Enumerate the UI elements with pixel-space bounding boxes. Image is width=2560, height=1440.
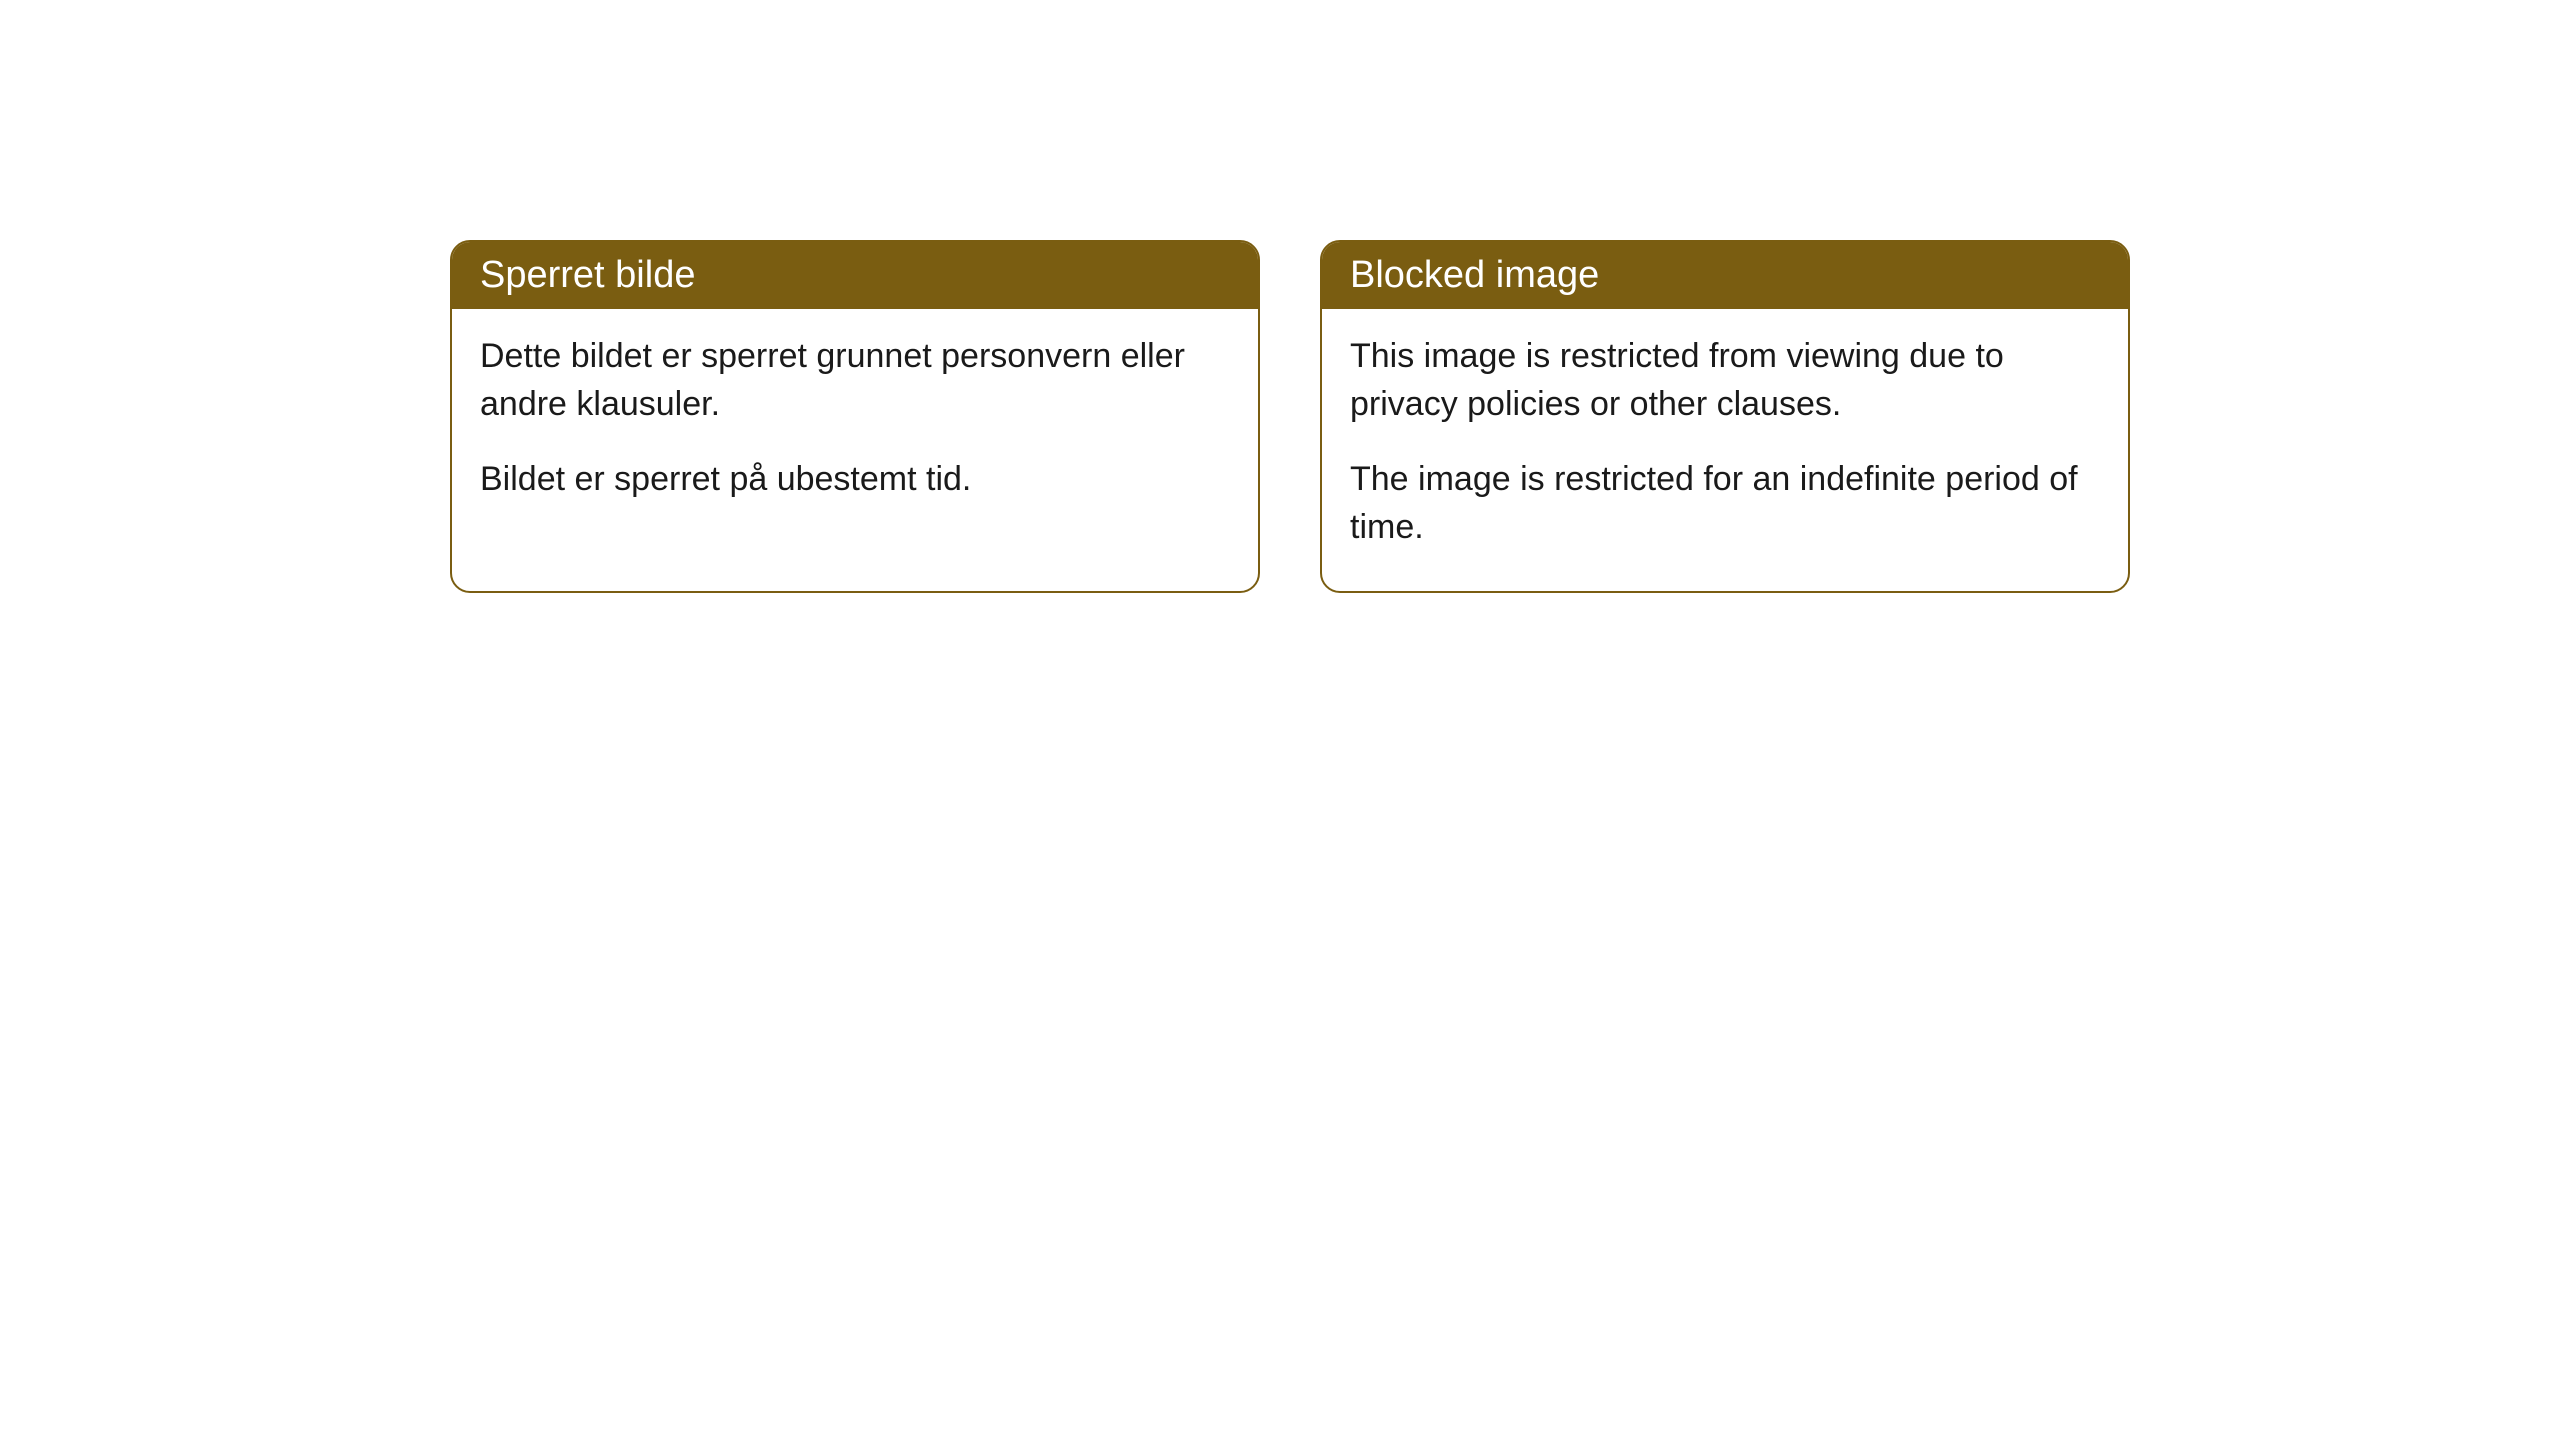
notice-body-norwegian: Dette bildet er sperret grunnet personve… xyxy=(452,309,1258,544)
notice-paragraph-1-norwegian: Dette bildet er sperret grunnet personve… xyxy=(480,333,1230,428)
notice-header-english: Blocked image xyxy=(1322,242,2128,309)
notice-paragraph-2-english: The image is restricted for an indefinit… xyxy=(1350,456,2100,551)
notice-container: Sperret bilde Dette bildet er sperret gr… xyxy=(450,240,2130,593)
notice-body-english: This image is restricted from viewing du… xyxy=(1322,309,2128,591)
notice-header-norwegian: Sperret bilde xyxy=(452,242,1258,309)
notice-paragraph-2-norwegian: Bildet er sperret på ubestemt tid. xyxy=(480,456,1230,504)
notice-paragraph-1-english: This image is restricted from viewing du… xyxy=(1350,333,2100,428)
notice-card-norwegian: Sperret bilde Dette bildet er sperret gr… xyxy=(450,240,1260,593)
notice-card-english: Blocked image This image is restricted f… xyxy=(1320,240,2130,593)
